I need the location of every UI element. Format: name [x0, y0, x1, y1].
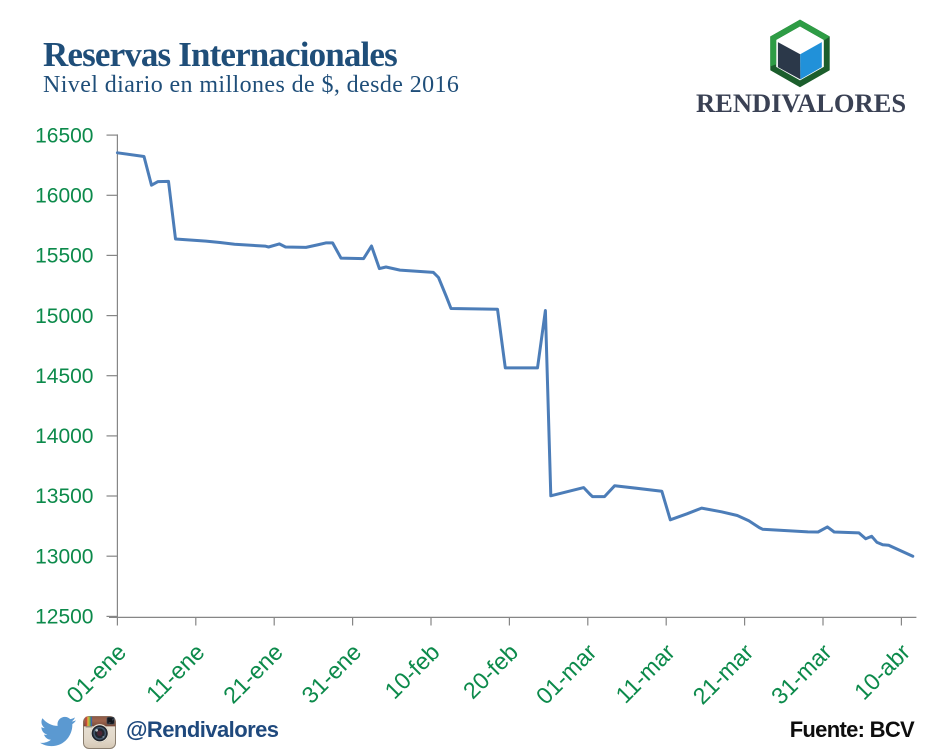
- svg-text:16000: 16000: [35, 185, 93, 208]
- svg-text:15000: 15000: [35, 305, 93, 328]
- svg-text:12500: 12500: [35, 606, 93, 629]
- svg-text:15500: 15500: [35, 245, 93, 268]
- svg-text:11-mar: 11-mar: [610, 639, 680, 709]
- svg-text:01-ene: 01-ene: [61, 639, 131, 709]
- svg-text:01-mar: 01-mar: [531, 639, 602, 710]
- svg-text:10-feb: 10-feb: [380, 639, 445, 704]
- svg-text:14500: 14500: [35, 365, 93, 388]
- svg-text:10-abr: 10-abr: [849, 639, 915, 705]
- svg-text:20-feb: 20-feb: [458, 639, 523, 704]
- svg-text:14000: 14000: [35, 425, 93, 448]
- svg-text:31-ene: 31-ene: [297, 639, 367, 709]
- svg-text:11-ene: 11-ene: [141, 639, 209, 707]
- svg-text:21-mar: 21-mar: [688, 639, 759, 710]
- svg-text:16500: 16500: [35, 124, 93, 147]
- svg-text:31-mar: 31-mar: [766, 639, 837, 710]
- svg-text:13000: 13000: [35, 545, 93, 568]
- svg-text:21-ene: 21-ene: [218, 639, 288, 709]
- svg-text:13500: 13500: [35, 485, 93, 508]
